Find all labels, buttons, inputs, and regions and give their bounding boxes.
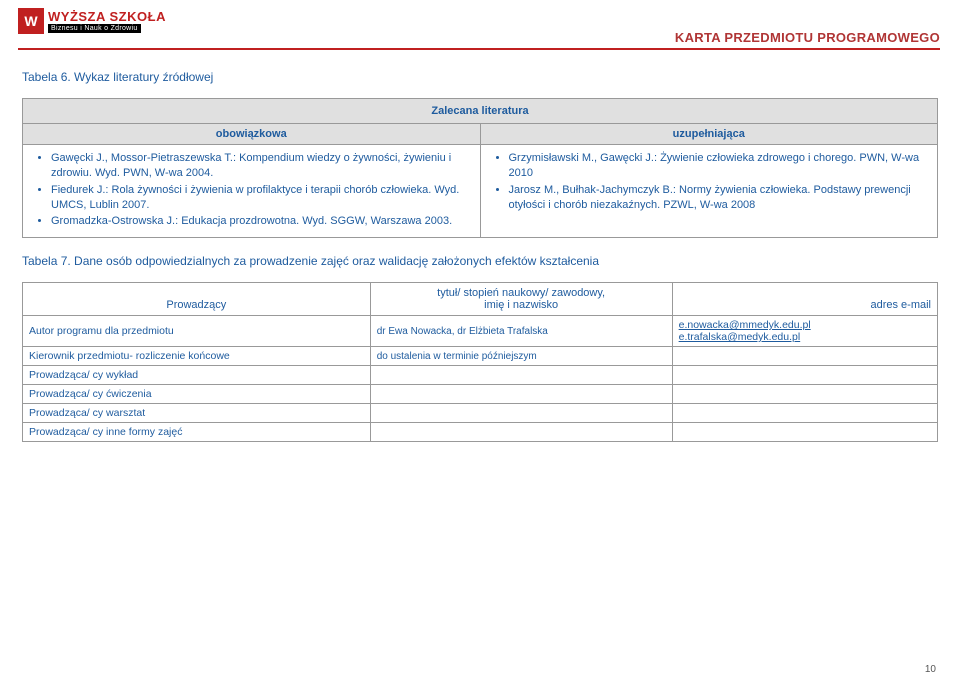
cell-email	[672, 366, 937, 385]
list-item: Gawęcki J., Mossor-Pietraszewska T.: Kom…	[51, 151, 472, 181]
table6-left-head: obowiązkowa	[23, 124, 481, 145]
cell-role: Kierownik przedmiotu- rozliczenie końcow…	[23, 347, 371, 366]
table-row: Prowadząca/ cy warsztat	[23, 404, 938, 423]
table-row: Kierownik przedmiotu- rozliczenie końcow…	[23, 347, 938, 366]
page-title: KARTA PRZEDMIOTU PROGRAMOWEGO	[675, 30, 940, 45]
table-staff: Prowadzący tytuł/ stopień naukowy/ zawod…	[22, 282, 938, 442]
table-row: Prowadząca/ cy ćwiczenia	[23, 385, 938, 404]
table-row: Prowadząca/ cy inne formy zajęć	[23, 423, 938, 442]
logo-sub-text: Biznesu i Nauk o Zdrowiu	[48, 24, 141, 33]
cell-name: do ustalenia w terminie późniejszym	[370, 347, 672, 366]
cell-role: Prowadząca/ cy wykład	[23, 366, 371, 385]
table6-right-head: uzupełniająca	[480, 124, 938, 145]
cell-role: Prowadząca/ cy inne formy zajęć	[23, 423, 371, 442]
table-row: Autor programu dla przedmiotu dr Ewa Now…	[23, 316, 938, 347]
table7-head-email: adres e-mail	[672, 283, 937, 316]
table7-head-role: Prowadzący	[23, 283, 371, 316]
table6-title: Zalecana literatura	[23, 99, 938, 124]
table6-right-cell: Grzymisławski M., Gawęcki J.: Żywienie c…	[480, 145, 938, 238]
cell-role: Autor programu dla przedmiotu	[23, 316, 371, 347]
logo-main-text: WYŻSZA SZKOŁA	[48, 9, 166, 24]
list-item: Jarosz M., Bułhak-Jachymczyk B.: Normy ż…	[509, 183, 930, 213]
table7-caption: Tabela 7. Dane osób odpowiedzialnych za …	[22, 254, 938, 268]
cell-role: Prowadząca/ cy warsztat	[23, 404, 371, 423]
cell-email	[672, 423, 937, 442]
cell-role: Prowadząca/ cy ćwiczenia	[23, 385, 371, 404]
cell-name	[370, 423, 672, 442]
logo-mark: W	[18, 8, 44, 34]
cell-email	[672, 385, 937, 404]
list-item: Gromadzka-Ostrowska J.: Edukacja prozdro…	[51, 214, 472, 229]
cell-name	[370, 366, 672, 385]
page-number: 10	[925, 664, 936, 675]
list-item: Grzymisławski M., Gawęcki J.: Żywienie c…	[509, 151, 930, 181]
cell-name: dr Ewa Nowacka, dr Elżbieta Trafalska	[370, 316, 672, 347]
table-row: Prowadząca/ cy wykład	[23, 366, 938, 385]
table7-head-name: tytuł/ stopień naukowy/ zawodowy, imię i…	[370, 283, 672, 316]
table6-left-cell: Gawęcki J., Mossor-Pietraszewska T.: Kom…	[23, 145, 481, 238]
cell-email	[672, 404, 937, 423]
list-item: Fiedurek J.: Rola żywności i żywienia w …	[51, 183, 472, 213]
cell-email: e.nowacka@mmedyk.edu.pl e.trafalska@medy…	[672, 316, 937, 347]
cell-name	[370, 385, 672, 404]
table-literature: Zalecana literatura obowiązkowa uzupełni…	[22, 98, 938, 238]
cell-name	[370, 404, 672, 423]
table6-caption: Tabela 6. Wykaz literatury źródłowej	[22, 70, 938, 84]
logo: W WYŻSZA SZKOŁA Biznesu i Nauk o Zdrowiu	[18, 8, 166, 34]
cell-email	[672, 347, 937, 366]
header-rule	[18, 48, 940, 50]
